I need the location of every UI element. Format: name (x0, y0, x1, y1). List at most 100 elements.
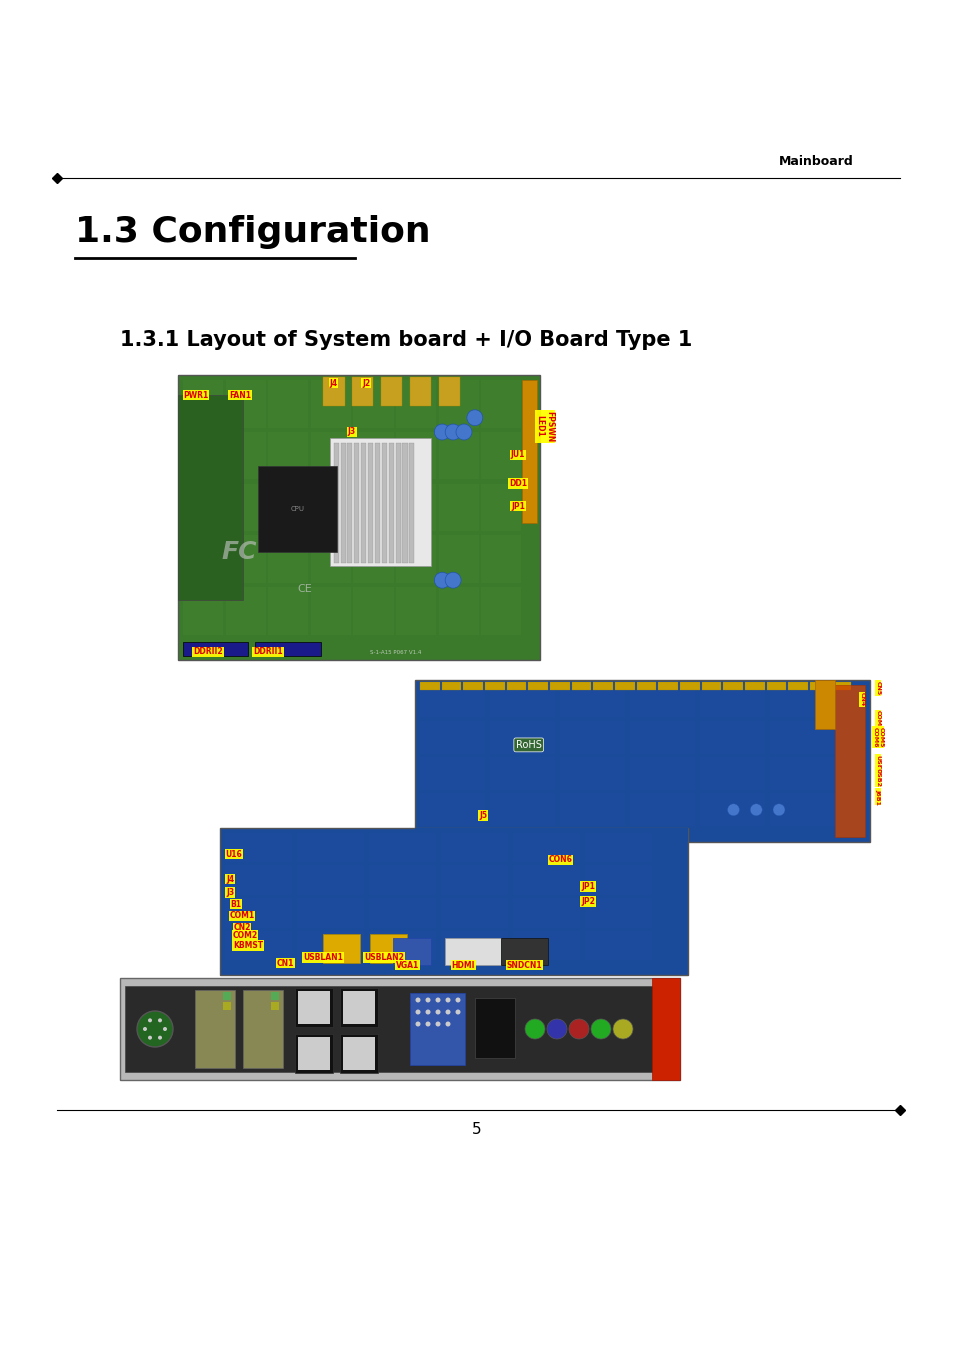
Bar (268, 535, 308, 582)
Text: 1.3 Configuration: 1.3 Configuration (75, 215, 430, 249)
Text: JP2: JP2 (580, 897, 595, 905)
Bar (766, 682, 785, 690)
Bar (268, 432, 308, 480)
Circle shape (425, 1009, 430, 1015)
Bar (395, 535, 436, 582)
Bar (354, 443, 359, 563)
Text: PWR1: PWR1 (183, 390, 209, 400)
Circle shape (148, 1036, 152, 1040)
Text: J2: J2 (362, 378, 370, 388)
Bar (225, 588, 266, 635)
Bar (225, 865, 292, 894)
Bar (722, 682, 742, 690)
Bar (395, 432, 436, 480)
Bar (500, 938, 547, 965)
Circle shape (749, 804, 761, 816)
Bar (257, 466, 337, 551)
Bar (223, 992, 231, 1000)
Bar (521, 380, 537, 523)
Bar (297, 992, 330, 1024)
Text: DDRII2: DDRII2 (193, 647, 223, 657)
Bar (339, 1034, 377, 1073)
Bar (584, 931, 651, 961)
Bar (268, 380, 308, 427)
Bar (513, 898, 579, 928)
Bar (410, 993, 464, 1065)
Bar (311, 588, 351, 635)
Text: CPU: CPU (290, 507, 304, 512)
Circle shape (727, 804, 739, 816)
Bar (615, 682, 634, 690)
Bar (225, 832, 292, 862)
Bar (480, 535, 520, 582)
Circle shape (435, 1009, 440, 1015)
Bar (438, 535, 478, 582)
Bar (125, 986, 675, 1071)
Bar (225, 380, 266, 427)
Circle shape (416, 1021, 420, 1027)
Bar (700, 793, 764, 825)
Bar (369, 865, 436, 894)
Circle shape (163, 1027, 167, 1031)
Bar (629, 721, 695, 754)
Bar (178, 394, 243, 600)
Text: DDRII1: DDRII1 (253, 647, 282, 657)
Text: J5: J5 (478, 811, 487, 820)
Text: DD1: DD1 (509, 478, 526, 488)
Bar (120, 978, 679, 1079)
Bar (438, 588, 478, 635)
Bar (651, 978, 679, 1079)
Bar (323, 934, 360, 963)
Bar (183, 432, 223, 480)
Text: J4: J4 (329, 378, 337, 388)
Bar (415, 680, 869, 842)
Bar (311, 535, 351, 582)
Circle shape (445, 1009, 450, 1015)
Text: RoHS: RoHS (516, 740, 541, 750)
Text: COM2: COM2 (233, 931, 257, 940)
Circle shape (445, 573, 460, 588)
Bar (409, 377, 431, 405)
Bar (223, 1002, 231, 1011)
Bar (268, 588, 308, 635)
Bar (294, 1034, 333, 1073)
Bar (744, 682, 764, 690)
Text: FAN1: FAN1 (229, 390, 251, 400)
Bar (294, 988, 333, 1027)
Circle shape (445, 1021, 450, 1027)
Bar (361, 443, 366, 563)
Bar (353, 380, 394, 427)
Bar (769, 721, 834, 754)
Text: JP1: JP1 (511, 501, 524, 511)
Bar (388, 443, 394, 563)
Bar (700, 685, 764, 717)
Bar (353, 535, 394, 582)
Bar (380, 377, 402, 405)
Circle shape (546, 1019, 566, 1039)
Bar (490, 757, 555, 789)
Bar (480, 588, 520, 635)
Circle shape (466, 409, 482, 426)
Text: JP1: JP1 (580, 882, 595, 892)
Bar (375, 443, 379, 563)
Text: CN1: CN1 (276, 958, 294, 967)
Bar (225, 484, 266, 531)
Bar (636, 682, 656, 690)
Text: Mainboard: Mainboard (779, 155, 853, 168)
Circle shape (416, 997, 420, 1002)
Bar (419, 685, 484, 717)
Bar (415, 828, 687, 842)
Bar (311, 380, 351, 427)
Bar (296, 931, 363, 961)
Circle shape (425, 1021, 430, 1027)
Circle shape (148, 1019, 152, 1023)
Text: JU1: JU1 (510, 450, 525, 459)
Circle shape (455, 997, 460, 1002)
Bar (225, 931, 292, 961)
Bar (419, 721, 484, 754)
Text: J3: J3 (347, 427, 355, 436)
Text: USBLAN1: USBLAN1 (303, 952, 342, 962)
Text: J3: J3 (226, 888, 233, 897)
Text: U16: U16 (226, 850, 242, 858)
Bar (220, 828, 687, 975)
